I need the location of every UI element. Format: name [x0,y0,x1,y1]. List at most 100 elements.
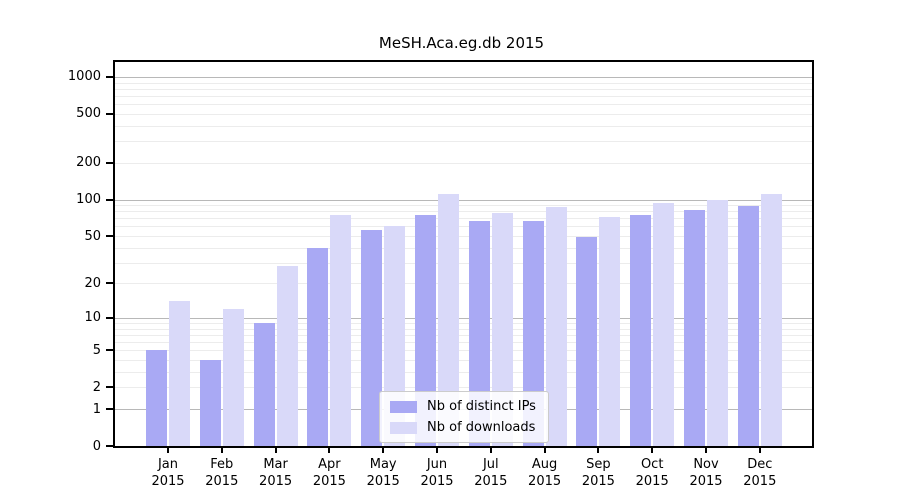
legend-entry-distinct-ips: Nb of distinct IPs [390,399,536,414]
bar-downloads [169,301,190,446]
x-tick-mark [597,446,600,453]
minor-gridline [115,96,812,97]
legend-entry-downloads: Nb of downloads [390,420,536,435]
x-tick-month: Oct [640,457,664,472]
x-tick-label: Apr 2015 [301,456,357,490]
x-tick-year: 2015 [312,474,346,489]
y-tick-mark [106,282,113,285]
y-tick-label: 1000 [67,69,101,85]
legend-label-distinct-ips: Nb of distinct IPs [427,399,536,414]
legend: Nb of distinct IPs Nb of downloads [379,391,549,443]
x-tick-label: Aug 2015 [517,456,573,490]
bar-downloads [545,206,567,446]
minor-gridline [115,350,812,352]
bar-distinct-ips [146,350,167,446]
x-tick-month: Jul [482,457,499,472]
bar-downloads [599,216,621,446]
minor-gridline [115,283,812,285]
major-gridline [115,76,812,78]
plot-area: Nb of distinct IPs Nb of downloads 0 1 2 5 1… [68,60,814,489]
minor-gridline [115,125,812,127]
x-tick-month: Apr [318,457,341,472]
x-tick-label: Mar 2015 [248,456,304,490]
y-tick-mark [106,386,113,389]
y-tick-label: 10 [84,310,101,326]
x-tick-year: 2015 [259,474,293,489]
x-tick-mark [436,446,438,453]
x-tick-year: 2015 [366,474,400,489]
x-tick-mark [220,446,223,453]
minor-gridline [115,323,812,324]
x-tick-mark [489,446,492,453]
bar-downloads [438,193,459,446]
bar-distinct-ips [199,360,221,446]
x-tick-month: Feb [210,457,234,472]
x-tick-mark [328,446,331,453]
y-tick-mark [106,161,113,164]
x-tick-label: Jul 2015 [463,456,519,490]
bar-distinct-ips [522,220,544,446]
major-gridline [115,199,812,201]
x-tick-mark [543,446,546,453]
minor-gridline [115,360,812,361]
minor-gridline [115,262,812,264]
minor-gridline [115,82,812,84]
minor-gridline [115,342,812,344]
x-tick-month: Sep [586,457,611,472]
x-tick-month: Aug [531,457,558,472]
bar-downloads [222,309,244,446]
y-tick-mark [106,408,113,410]
minor-gridline [115,211,812,213]
minor-gridline [115,387,812,389]
bar-downloads [491,212,513,446]
bar-distinct-ips [253,323,275,446]
x-tick-label: Jun 2015 [409,456,465,490]
minor-gridline [115,236,812,237]
minor-gridline [115,328,812,330]
minor-gridline [115,218,812,220]
x-tick-year: 2015 [635,474,669,489]
y-tick-mark [106,445,113,447]
minor-gridline [115,247,812,249]
bar-distinct-ips [361,230,383,446]
x-tick-year: 2015 [743,474,777,489]
x-tick-month: Jan [157,457,179,472]
y-tick-mark [106,235,113,237]
minor-gridline [115,104,812,106]
x-tick-mark [758,446,761,453]
bar-downloads [653,203,675,446]
x-tick-label: Jan 2015 [140,456,196,490]
legend-label-downloads: Nb of downloads [427,420,536,435]
y-tick-mark [106,75,113,78]
y-tick-label: 500 [76,106,101,122]
bar-distinct-ips [684,210,705,446]
minor-gridline [115,113,812,115]
y-tick-label: 5 [92,342,101,358]
bar-distinct-ips [630,214,652,446]
y-tick-label: 20 [84,275,101,291]
x-tick-year: 2015 [474,474,508,489]
legend-swatch-distinct-ips [390,400,417,413]
x-tick-month: Nov [693,457,719,472]
x-tick-label: Nov 2015 [678,456,734,490]
minor-gridline [115,88,812,90]
x-tick-label: Feb 2015 [194,456,250,490]
bar-distinct-ips [576,237,598,446]
x-tick-label: Sep 2015 [570,456,626,490]
x-tick-year: 2015 [528,474,562,489]
minor-gridline [115,205,812,206]
y-tick-mark [106,349,113,352]
y-tick-label: 50 [84,228,101,244]
x-tick-year: 2015 [420,474,454,489]
minor-gridline [115,226,812,228]
x-tick-year: 2015 [689,474,723,489]
x-tick-mark [167,446,169,453]
x-tick-label: Dec 2015 [732,456,788,490]
x-tick-mark [274,446,277,453]
x-tick-mark [382,446,385,453]
major-gridline [115,317,812,319]
minor-gridline [115,141,812,143]
bar-downloads [276,266,298,446]
x-tick-month: Dec [747,457,773,472]
